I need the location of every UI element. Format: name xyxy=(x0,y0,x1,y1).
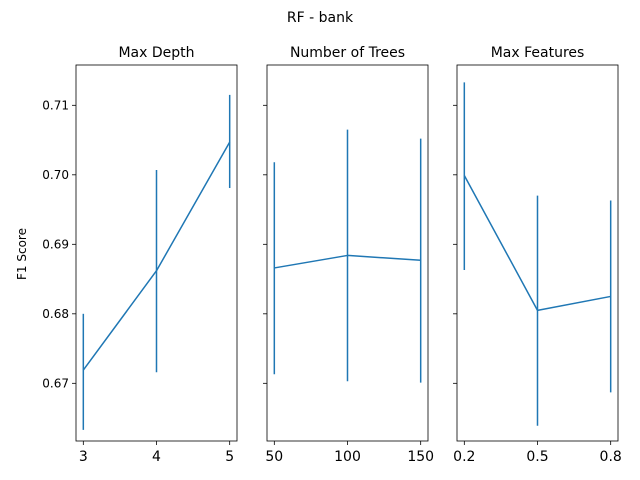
y-tick-label: 0.68 xyxy=(42,307,69,321)
subplot-3: Max Features 0.2 0.5 0.8 xyxy=(453,45,622,465)
series-line xyxy=(463,175,611,312)
axes-frame xyxy=(75,64,238,442)
x-tick-label: 100 xyxy=(334,449,361,465)
x-tick-label: 3 xyxy=(79,449,88,465)
subplot-title: Max Depth xyxy=(118,45,194,61)
y-axis-label: F1 Score xyxy=(15,228,29,280)
x-tick-label: 5 xyxy=(225,449,234,465)
x-tick-label: 0.8 xyxy=(600,449,622,465)
y-tick-label: 0.67 xyxy=(42,376,69,390)
subplot-2: Number of Trees 50 100 150 xyxy=(263,45,434,465)
y-tick-label: 0.70 xyxy=(42,168,69,182)
x-tick-label: 0.5 xyxy=(526,449,548,465)
axes-frame xyxy=(456,64,619,442)
series-line xyxy=(274,254,421,269)
x-tick-label: 150 xyxy=(407,449,434,465)
y-tick-label: 0.71 xyxy=(42,98,69,112)
y-tick-label: 0.69 xyxy=(42,237,69,251)
subplot-title: Max Features xyxy=(491,45,585,61)
series-line xyxy=(82,141,231,371)
subplot-1: Max Depth 0.67 0.68 0.69 0.70 0.71 3 4 5 xyxy=(42,45,238,465)
x-tick-label: 50 xyxy=(265,449,283,465)
x-tick-label: 4 xyxy=(152,449,161,465)
figure-title: RF - bank xyxy=(287,10,354,26)
subplots: Max Depth 0.67 0.68 0.69 0.70 0.71 3 4 5 Number o… xyxy=(42,45,622,465)
subplot-title: Number of Trees xyxy=(290,45,405,61)
axes-frame xyxy=(266,64,429,442)
x-tick-label: 0.2 xyxy=(453,449,475,465)
